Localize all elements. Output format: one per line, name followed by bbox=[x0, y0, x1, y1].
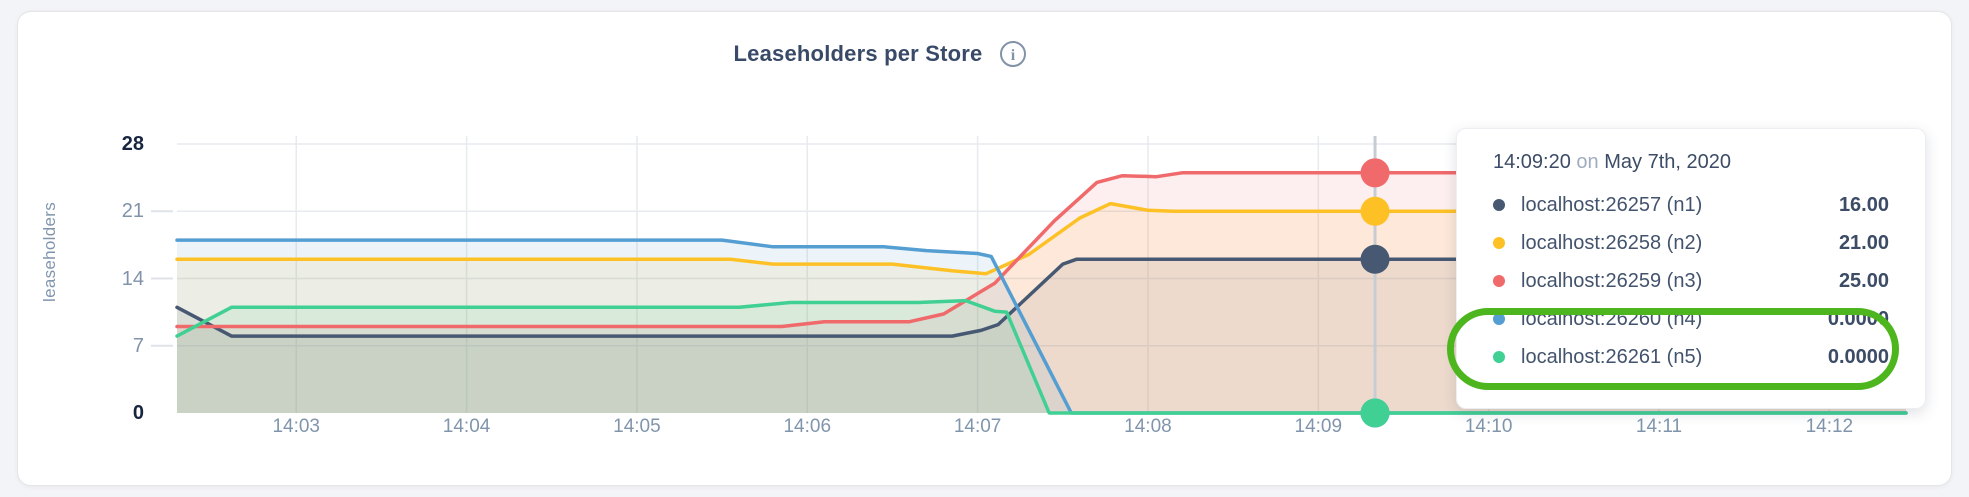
series-value: 25.00 bbox=[1838, 269, 1889, 292]
tooltip-time: 14:09:20 bbox=[1493, 151, 1571, 173]
hover-tooltip: 14:09:20 on May 7th, 2020 localhost:2625… bbox=[1447, 128, 1926, 409]
y-tick-28: 28 bbox=[121, 133, 144, 155]
series-line[interactable] bbox=[175, 171, 1908, 329]
series-label: localhost:26259 (n3) bbox=[1521, 269, 1703, 292]
x-tick-1406: 14:06 bbox=[783, 416, 832, 437]
tooltip-row-n4: localhost:26260 (n4) 0.0000 bbox=[1493, 300, 1889, 338]
series-label: localhost:26261 (n5) bbox=[1521, 345, 1703, 368]
series-label: localhost:26257 (n1) bbox=[1521, 193, 1703, 216]
tooltip-row-n2: localhost:26258 (n2) 21.00 bbox=[1493, 224, 1889, 262]
info-icon[interactable]: i bbox=[999, 40, 1027, 68]
x-tick-1409: 14:09 bbox=[1294, 416, 1343, 437]
series-value: 16.00 bbox=[1838, 193, 1889, 216]
hover-dot-n5 bbox=[1360, 398, 1390, 428]
series-line[interactable] bbox=[175, 201, 1908, 276]
hover-dot-n3 bbox=[1360, 158, 1390, 188]
x-tick-1403: 14:03 bbox=[272, 416, 320, 437]
series-line[interactable] bbox=[175, 238, 1908, 415]
x-tick-1405: 14:05 bbox=[613, 416, 661, 437]
hover-dot-n2 bbox=[1360, 196, 1390, 226]
series-color-dot bbox=[1493, 237, 1505, 249]
tooltip-row-n5: localhost:26261 (n5) 0.0000 bbox=[1493, 338, 1889, 376]
tooltip-rows: localhost:26257 (n1) 16.00 localhost:26258… bbox=[1493, 186, 1889, 376]
x-tick-1411: 14:11 bbox=[1635, 416, 1683, 437]
series-color-dot bbox=[1493, 351, 1505, 363]
tooltip-row-n1: localhost:26257 (n1) 16.00 bbox=[1493, 186, 1889, 224]
y-tick-21: 21 bbox=[121, 200, 144, 223]
series-line[interactable] bbox=[175, 298, 1908, 415]
series-color-dot bbox=[1493, 275, 1505, 287]
y-tick-14: 14 bbox=[121, 267, 144, 290]
series-area bbox=[177, 240, 1906, 413]
series-label: localhost:26258 (n2) bbox=[1521, 231, 1703, 254]
tooltip-row-n3: localhost:26259 (n3) 25.00 bbox=[1493, 262, 1889, 300]
series-value: 0.0000 bbox=[1827, 345, 1889, 368]
tooltip-timestamp: 14:09:20 on May 7th, 2020 bbox=[1493, 151, 1889, 174]
series-value: 21.00 bbox=[1838, 231, 1889, 254]
x-tick-1410: 14:10 bbox=[1464, 416, 1513, 437]
chart-header: Leaseholders per Store i bbox=[0, 40, 1847, 68]
x-tick-1407: 14:07 bbox=[953, 416, 1002, 437]
y-tick-7: 7 bbox=[132, 334, 144, 357]
tooltip-date: May 7th, 2020 bbox=[1604, 151, 1731, 173]
tooltip-on-word: on bbox=[1576, 151, 1599, 173]
series-line[interactable] bbox=[175, 257, 1908, 338]
chart-title: Leaseholders per Store bbox=[733, 41, 983, 66]
series-color-dot bbox=[1493, 313, 1505, 325]
x-tick-1404: 14:04 bbox=[442, 416, 491, 437]
series-area bbox=[177, 300, 1906, 413]
x-tick-1408: 14:08 bbox=[1124, 416, 1172, 437]
y-tick-0: 0 bbox=[132, 402, 144, 424]
svg-text:i: i bbox=[1011, 47, 1016, 64]
series-value: 0.0000 bbox=[1827, 307, 1889, 330]
series-color-dot bbox=[1493, 199, 1505, 211]
hover-dot-n1 bbox=[1360, 244, 1390, 274]
x-tick-1412: 14:12 bbox=[1805, 416, 1854, 437]
series-label: localhost:26260 (n4) bbox=[1521, 307, 1703, 330]
